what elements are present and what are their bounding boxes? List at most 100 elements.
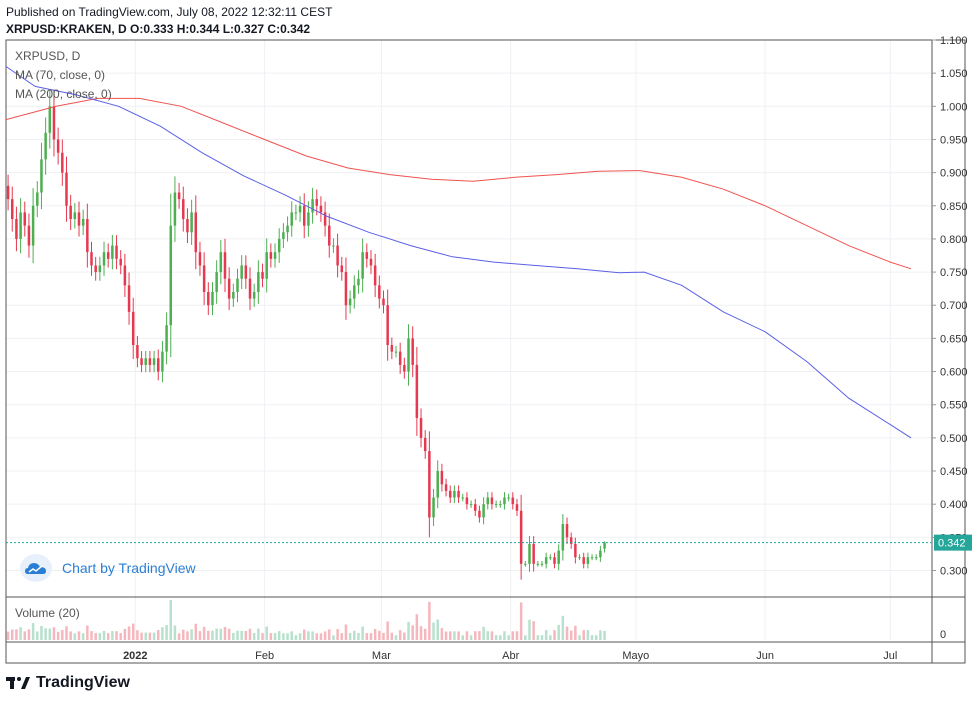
candle [227,267,231,311]
price-axis[interactable]: 1.100 1.050 1.000 0.950 0.900 0.850 0.800 0.750… [932,35,972,641]
candle-body [532,543,535,564]
candle-body [36,192,39,206]
y-tick-label: 0.850 [940,201,968,213]
candle [569,532,573,549]
candle-body [211,291,214,306]
candle-body [269,252,273,259]
candle-body [290,212,293,226]
x-tick-label: 2022 [123,650,147,662]
candle [499,500,502,508]
candle [403,357,406,379]
candle-body [207,291,210,306]
candle [294,204,298,221]
candle [386,289,389,361]
volume-bar [511,631,515,640]
volume-bar [586,630,590,640]
candle [553,552,556,569]
candle [23,201,27,237]
candle [232,283,235,307]
candle-body [244,265,248,279]
volume-bar [574,625,577,640]
legend-ma200[interactable]: MA (200, close, 0) [15,87,112,101]
candle [478,505,481,523]
candle [123,253,127,297]
volume-bar [507,635,510,640]
candle-body [152,358,156,365]
tradingview-logo-icon [6,677,30,689]
volume-bar [148,632,152,640]
volume-bar [561,615,565,640]
candle-body [119,258,122,266]
volume-bar [186,631,189,640]
volume-bar [265,626,268,640]
legend-ma70[interactable]: MA (70, close, 0) [15,68,106,82]
volume-bar [557,624,560,640]
volume-bar [532,621,535,640]
candle [586,552,590,569]
candle [582,552,585,569]
candle [48,90,52,149]
volume-bar [307,631,310,640]
legend-volume[interactable]: Volume (20) [15,606,80,620]
chart-by-tradingview-watermark[interactable]: Chart by TradingView [20,553,196,583]
candle [344,257,348,320]
volume-bar [273,633,277,640]
candle [277,228,281,263]
x-tick-label: Mar [372,650,391,662]
candle [549,554,552,561]
candle-body [81,219,85,226]
candle-body [236,278,239,292]
candle-body [348,298,352,306]
candle-body [315,199,319,206]
volume-bar [436,619,439,640]
last-price-tag-bg [934,534,972,551]
candle [357,270,360,294]
volume-bar [461,635,464,640]
candle-body [261,272,264,279]
volume-bar [394,635,398,640]
watermark-text: Chart by TradingView [62,560,196,576]
published-line: Published on TradingView.com, July 08, 2… [6,5,333,19]
volume-bar [152,632,156,640]
volume-bar [594,635,598,640]
volume-bar [457,631,460,640]
footer-brand[interactable]: TradingView [6,674,130,692]
candle [590,554,594,561]
moving-averages [5,66,932,544]
candle [165,312,168,365]
volume-bar [474,631,477,640]
candle-body [436,471,439,498]
volume-bar [40,626,43,640]
candle-body [328,225,331,246]
candle-body [165,325,168,352]
candle [561,514,565,561]
candle [269,243,273,268]
candle [423,430,427,459]
candle [340,256,344,281]
time-axis[interactable]: 2022 Feb Mar Abr Mayo Jun Jul [123,650,897,662]
volume-bar [252,632,256,640]
candle [378,275,381,309]
candle [436,460,439,509]
candle-body [499,504,502,506]
candle-body [94,265,97,273]
volume-bar [48,628,52,640]
candle-body [519,510,523,564]
candle [540,560,544,567]
candle [544,552,548,569]
candle [515,498,519,517]
candle-body [302,205,306,226]
candle [444,478,448,497]
candle [173,176,177,242]
volume-bar [373,628,377,640]
volume-bar [182,629,185,640]
volume-bar [553,630,556,640]
candle-body [423,437,427,452]
volume-bar [565,626,569,640]
candle [373,253,377,297]
candle [390,337,394,360]
volume-bar [549,635,552,640]
candle [486,492,490,510]
volume-bar [403,632,406,640]
